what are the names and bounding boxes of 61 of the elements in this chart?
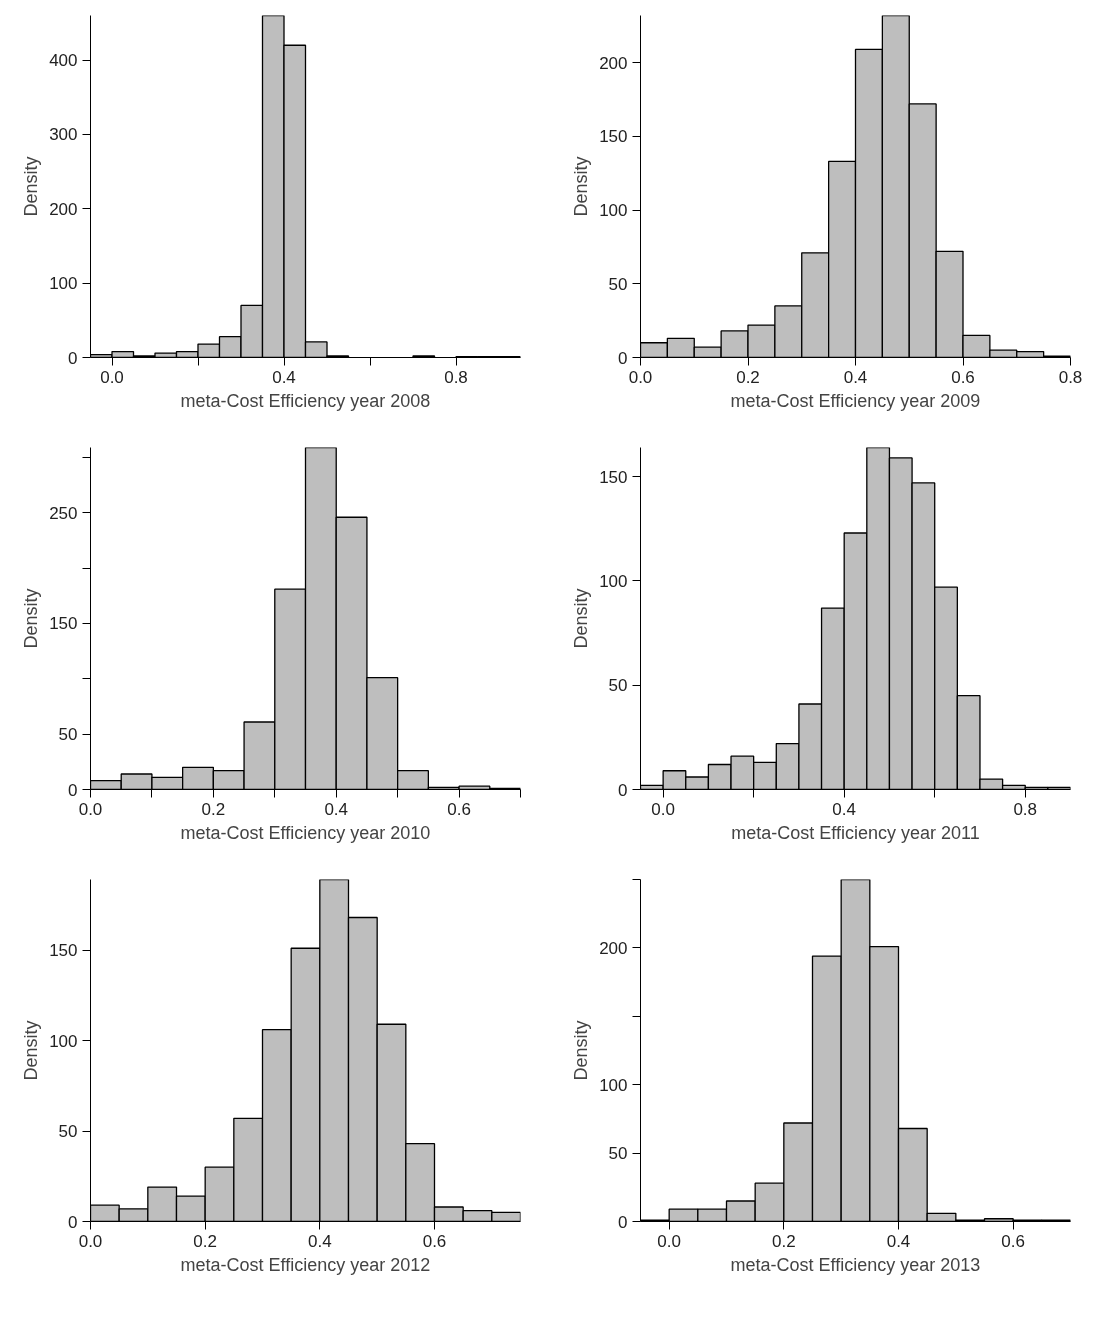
x-tick-label: 0.6 — [447, 799, 471, 819]
x-tick-label: 0.4 — [308, 1231, 332, 1251]
y-tick-label: 100 — [49, 274, 78, 294]
x-axis-title: meta-Cost Efficiency year 2010 — [180, 822, 431, 843]
y-tick-label: 50 — [608, 274, 628, 294]
y-axis-title: Density — [571, 156, 592, 217]
y-tick-label: 50 — [58, 1122, 78, 1142]
y-tick-label: 400 — [49, 51, 78, 71]
y-tick-label: 0 — [68, 348, 78, 368]
x-tick-label: 0.0 — [78, 1231, 103, 1251]
x-tick-label: 0.4 — [832, 799, 857, 819]
y-axis-title: Density — [571, 588, 592, 649]
x-tick-label: 0.0 — [651, 799, 675, 819]
x-tick-label: 0.0 — [78, 799, 103, 819]
x-tick-label: 0.2 — [772, 1231, 796, 1251]
y-tick-label: 200 — [49, 199, 78, 219]
y-tick-label: 0 — [68, 780, 78, 800]
x-tick-label: 0.4 — [843, 367, 868, 387]
y-axis-title: Density — [21, 156, 42, 217]
x-tick-label: 0.4 — [324, 799, 349, 819]
x-tick-label: 0.8 — [1013, 799, 1038, 819]
y-tick-label: 200 — [599, 53, 628, 73]
y-tick-label: 300 — [49, 125, 78, 145]
x-axis-title: meta-Cost Efficiency year 2009 — [730, 390, 981, 411]
x-tick-label: 0.2 — [736, 367, 760, 387]
x-axis-title: meta-Cost Efficiency year 2013 — [730, 1254, 981, 1275]
y-tick-label: 50 — [58, 725, 78, 745]
x-tick-label: 0.0 — [657, 1231, 681, 1251]
y-tick-label: 100 — [49, 1031, 78, 1051]
y-tick-label: 150 — [599, 127, 628, 147]
y-tick-label: 0 — [618, 348, 628, 368]
x-axis-title: meta-Cost Efficiency year 2012 — [180, 1254, 431, 1275]
y-tick-label: 0 — [68, 1212, 78, 1232]
x-tick-label: 0.0 — [100, 367, 124, 387]
y-tick-label: 0 — [618, 1212, 628, 1232]
x-tick-label: 0.8 — [1058, 367, 1083, 387]
y-tick-label: 250 — [49, 503, 78, 523]
x-tick-label: 0.6 — [951, 367, 975, 387]
y-tick-label: 200 — [599, 938, 628, 958]
x-tick-label: 0.4 — [886, 1231, 911, 1251]
x-axis-title: meta-Cost Efficiency year 2008 — [180, 390, 431, 411]
y-axis-title: Density — [21, 588, 42, 649]
y-tick-label: 50 — [608, 676, 628, 696]
y-tick-label: 150 — [49, 614, 78, 634]
x-tick-label: 0.0 — [628, 367, 653, 387]
y-tick-label: 100 — [599, 1075, 628, 1095]
x-tick-label: 0.2 — [201, 799, 226, 819]
x-tick-label: 0.6 — [1001, 1231, 1025, 1251]
y-tick-label: 150 — [599, 467, 628, 487]
y-tick-label: 150 — [49, 941, 78, 961]
y-axis-title: Density — [571, 1020, 592, 1081]
x-tick-label: 0.6 — [422, 1231, 447, 1251]
y-tick-label: 0 — [618, 780, 628, 800]
x-tick-label: 0.2 — [193, 1231, 217, 1251]
y-tick-label: 100 — [599, 201, 628, 221]
y-axis-title: Density — [21, 1020, 42, 1081]
x-tick-label: 0.4 — [272, 367, 296, 387]
y-tick-label: 100 — [599, 571, 628, 591]
x-axis-title: meta-Cost Efficiency year 2011 — [731, 822, 980, 843]
x-tick-label: 0.8 — [444, 367, 468, 387]
y-tick-label: 50 — [608, 1144, 628, 1164]
